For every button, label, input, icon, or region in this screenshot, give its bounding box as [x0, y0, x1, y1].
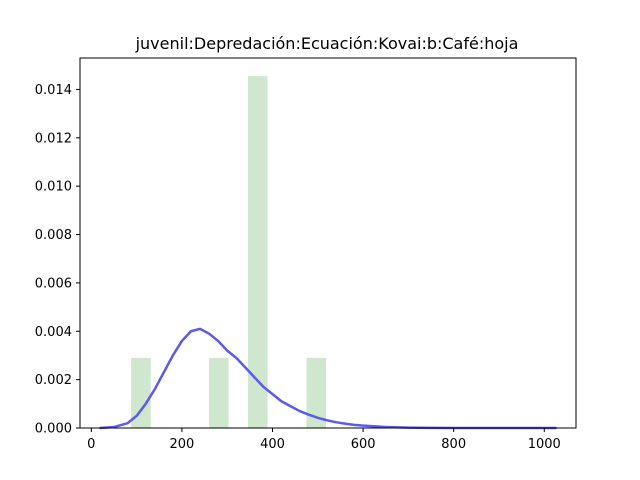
histogram-bar [131, 357, 151, 428]
y-tick-label: 0.008 [35, 228, 72, 243]
y-tick-label: 0.004 [35, 325, 72, 340]
x-tick-label: 800 [441, 437, 466, 452]
histogram-bar [209, 357, 229, 428]
x-tick-label: 0 [87, 437, 95, 452]
x-tick-label: 1000 [528, 437, 561, 452]
y-tick-label: 0.012 [35, 131, 72, 146]
histogram-bar [248, 76, 268, 428]
density-line [99, 327, 557, 430]
x-axis-ticks: 0 200 400 600 800 1000 [87, 428, 561, 452]
y-tick-label: 0.010 [35, 180, 72, 195]
chart-title: juvenil:Depredación:Ecuación:Kovai:b:Caf… [135, 34, 519, 53]
y-tick-label: 0.006 [35, 276, 72, 291]
y-tick-label: 0.000 [35, 422, 72, 437]
x-tick-label: 400 [260, 437, 285, 452]
histogram-bar [306, 357, 326, 428]
y-axis-ticks: 0.000 0.002 0.004 0.006 0.008 0.010 0.012 0.014 [35, 83, 80, 437]
y-tick-label: 0.014 [35, 83, 72, 98]
density-line-layer [99, 327, 557, 430]
axes-frame [79, 57, 577, 429]
x-tick-label: 200 [170, 437, 195, 452]
x-tick-label: 600 [351, 437, 376, 452]
histogram-bars [131, 76, 326, 428]
y-tick-label: 0.002 [35, 373, 72, 388]
